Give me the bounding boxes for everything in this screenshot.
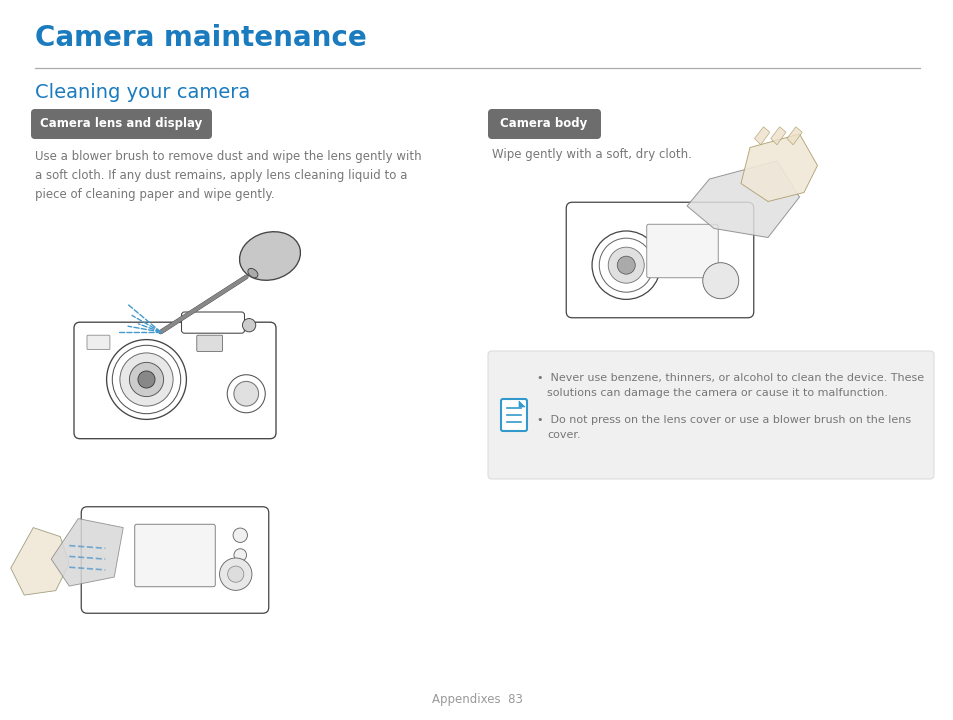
FancyBboxPatch shape [181, 312, 244, 333]
Polygon shape [754, 127, 769, 145]
Polygon shape [770, 127, 785, 145]
Circle shape [233, 549, 246, 562]
Ellipse shape [239, 232, 300, 280]
Text: Cleaning your camera: Cleaning your camera [35, 84, 250, 102]
Circle shape [242, 318, 255, 332]
Circle shape [227, 374, 265, 413]
Circle shape [233, 569, 246, 581]
Circle shape [228, 566, 244, 582]
Polygon shape [740, 134, 817, 202]
Text: •  Never use benzene, thinners, or alcohol to clean the device. These: • Never use benzene, thinners, or alcoho… [537, 373, 923, 383]
FancyBboxPatch shape [30, 109, 212, 139]
Text: solutions can damage the camera or cause it to malfunction.: solutions can damage the camera or cause… [546, 388, 887, 398]
Circle shape [219, 558, 252, 590]
Polygon shape [786, 127, 801, 145]
Text: Wipe gently with a soft, dry cloth.: Wipe gently with a soft, dry cloth. [492, 148, 691, 161]
Ellipse shape [248, 269, 257, 278]
Circle shape [592, 231, 659, 300]
Circle shape [130, 362, 163, 397]
Text: Camera maintenance: Camera maintenance [35, 24, 366, 52]
Circle shape [112, 346, 180, 414]
Circle shape [598, 238, 653, 292]
Polygon shape [10, 528, 70, 595]
FancyBboxPatch shape [196, 336, 222, 351]
Circle shape [608, 247, 643, 283]
Polygon shape [686, 161, 799, 238]
Text: Appendixes  83: Appendixes 83 [431, 693, 522, 706]
Text: cover.: cover. [546, 430, 580, 440]
Circle shape [233, 382, 258, 406]
Circle shape [233, 528, 247, 542]
FancyBboxPatch shape [646, 224, 718, 278]
FancyBboxPatch shape [566, 202, 753, 318]
Text: Camera body: Camera body [500, 117, 587, 130]
Circle shape [617, 256, 635, 274]
FancyBboxPatch shape [134, 524, 215, 587]
Polygon shape [518, 401, 524, 407]
FancyBboxPatch shape [74, 323, 275, 438]
Circle shape [107, 340, 186, 419]
Text: •  Do not press on the lens cover or use a blower brush on the lens: • Do not press on the lens cover or use … [537, 415, 910, 425]
Circle shape [120, 353, 172, 406]
FancyBboxPatch shape [87, 336, 110, 349]
Text: Use a blower brush to remove dust and wipe the lens gently with
a soft cloth. If: Use a blower brush to remove dust and wi… [35, 150, 421, 201]
Polygon shape [51, 518, 123, 586]
FancyBboxPatch shape [500, 399, 526, 431]
FancyBboxPatch shape [81, 507, 269, 613]
Circle shape [138, 371, 155, 388]
FancyBboxPatch shape [488, 109, 600, 139]
Text: Camera lens and display: Camera lens and display [40, 117, 202, 130]
Circle shape [702, 263, 738, 299]
FancyBboxPatch shape [488, 351, 933, 479]
